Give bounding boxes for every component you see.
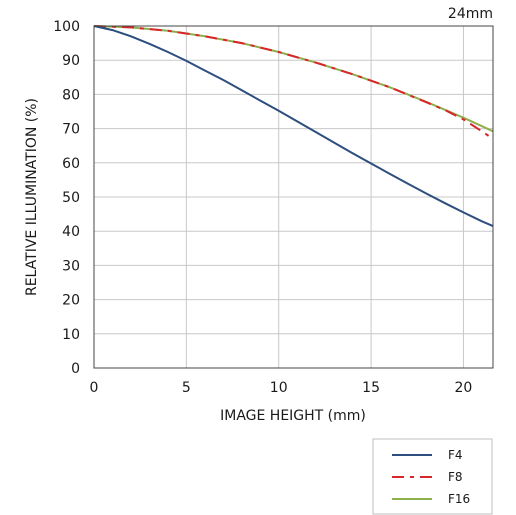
legend-label-f16: F16 xyxy=(448,492,470,506)
legend-label-f4: F4 xyxy=(448,448,463,462)
y-tick-labels: 0 10 20 30 40 50 60 70 80 90 100 xyxy=(53,19,80,377)
legend-label-f8: F8 xyxy=(448,470,463,484)
series-layer xyxy=(93,25,494,228)
x-tick-label: 0 xyxy=(90,380,99,396)
y-axis-title: RELATIVE ILLUMINATION (%) xyxy=(24,98,40,296)
legend-box xyxy=(372,438,493,515)
y-tick-label: 80 xyxy=(62,87,80,103)
y-tick-label: 30 xyxy=(62,258,80,274)
y-tick-label: 40 xyxy=(62,224,80,240)
x-tick-label: 20 xyxy=(455,380,473,396)
x-tick-labels: 0 5 10 15 20 xyxy=(90,380,473,396)
focal-length-label: 24mm xyxy=(448,6,493,22)
y-tick-label: 90 xyxy=(62,53,80,69)
x-tick-label: 10 xyxy=(270,380,288,396)
legend: F4 F8 F16 xyxy=(372,438,493,515)
x-tick-label: 5 xyxy=(182,380,191,396)
legend-items: F4 F8 F16 xyxy=(392,448,470,506)
x-tick-label: 15 xyxy=(362,380,380,396)
series-line-f4 xyxy=(93,25,494,228)
y-tick-label: 100 xyxy=(53,19,80,35)
plot-frame xyxy=(93,25,494,369)
x-axis-title: IMAGE HEIGHT (mm) xyxy=(220,408,366,424)
y-tick-label: 10 xyxy=(62,327,80,343)
y-tick-label: 0 xyxy=(71,361,80,377)
y-tick-label: 50 xyxy=(62,190,80,206)
y-tick-label: 70 xyxy=(62,122,80,138)
y-tick-label: 60 xyxy=(62,156,80,172)
series-line-f8 xyxy=(93,25,494,140)
y-tick-label: 20 xyxy=(62,293,80,309)
